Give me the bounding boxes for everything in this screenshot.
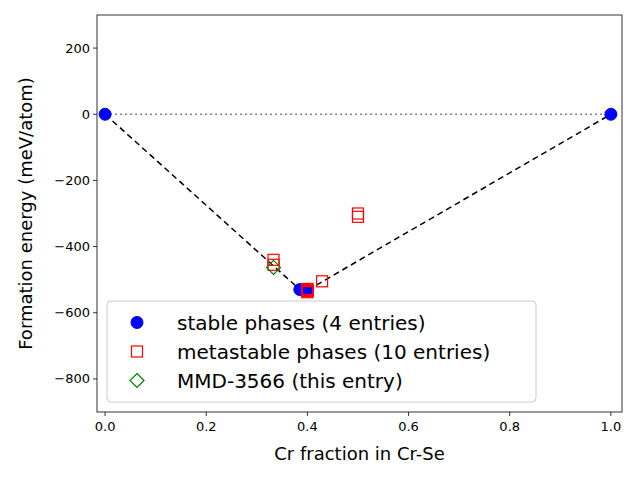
x-tick-label: 1.0 [601, 419, 622, 434]
legend-label: metastable phases (10 entries) [177, 340, 490, 364]
x-tick-label: 0.4 [297, 419, 318, 434]
y-tick [93, 48, 97, 49]
legend-label: stable phases (4 entries) [177, 311, 426, 335]
x-tick [509, 412, 510, 416]
x-axis-label: Cr fraction in Cr-Se [274, 443, 445, 464]
frame [97, 15, 622, 412]
y-tick [93, 180, 97, 181]
legend-marker [132, 346, 143, 357]
legend-label: MMD-3566 (this entry) [177, 369, 403, 393]
point [302, 286, 313, 297]
y-tick [93, 246, 97, 247]
plot-area [99, 108, 617, 297]
y-tick-label: −600 [54, 305, 90, 320]
point [317, 276, 328, 287]
point [301, 284, 313, 296]
line [105, 114, 611, 116]
x-tick-label: 0.6 [398, 419, 419, 434]
point [267, 260, 281, 274]
y-tick [93, 378, 97, 379]
legend-marker [131, 317, 143, 329]
point [352, 211, 363, 222]
x-tick-label: 0.8 [499, 419, 520, 434]
y-tick-label: 200 [65, 41, 90, 56]
y-tick-label: −800 [54, 371, 90, 386]
point [99, 108, 111, 120]
point [605, 108, 617, 120]
x-tick [408, 412, 409, 416]
y-tick-label: −200 [54, 173, 90, 188]
x-tick-label: 0.0 [95, 419, 116, 434]
line [105, 114, 611, 290]
x-tick [610, 412, 611, 416]
point [302, 287, 313, 298]
x-tick [307, 412, 308, 416]
background [0, 0, 640, 480]
x-tick [105, 412, 106, 416]
y-tick-label: 0 [82, 107, 90, 122]
y-axis-label: Formation energy (meV/atom) [15, 77, 36, 350]
legend-marker [130, 374, 144, 388]
y-tick-label: −400 [54, 239, 90, 254]
x-tick [206, 412, 207, 416]
y-tick [93, 312, 97, 313]
x-tick-label: 0.2 [196, 419, 217, 434]
y-tick [93, 114, 97, 115]
chart: 0.0 0.2 0.4 0.6 0.8 1.0 −800 −600 −400 −200 0 200 Cr… [0, 0, 640, 480]
point [352, 208, 363, 219]
legend [107, 301, 536, 402]
